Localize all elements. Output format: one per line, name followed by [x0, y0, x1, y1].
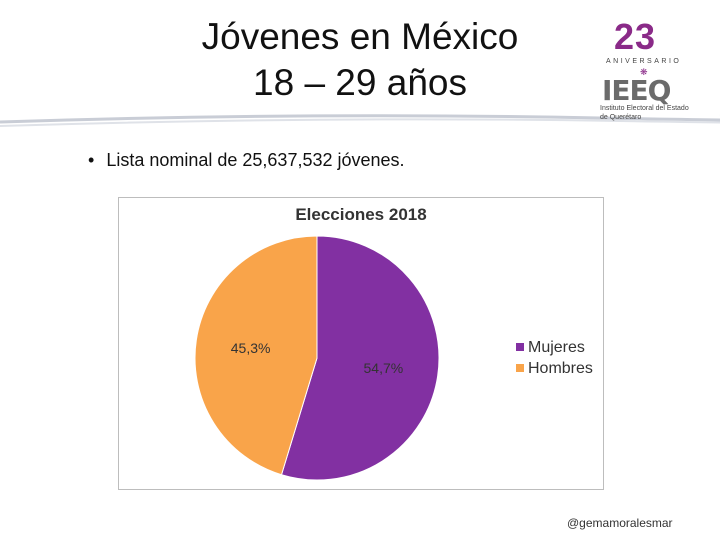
title-line-1: Jóvenes en México	[201, 16, 519, 57]
logo-anniversary-number: 23	[614, 16, 657, 57]
legend-label-mujeres: Mujeres	[528, 339, 585, 356]
logo-anniversary-text: ANIVERSARIO	[606, 58, 682, 65]
chart-title: Elecciones 2018	[295, 205, 426, 224]
title-line-2: 18 – 29 años	[253, 62, 467, 103]
bullet-text: Lista nominal de 25,637,532 jóvenes.	[106, 150, 405, 170]
footer-handle: @gemamoralesmar	[567, 516, 673, 530]
legend-swatch-hombres	[516, 364, 524, 372]
logo-mark: IEEQ	[602, 74, 671, 107]
logo-institution: Instituto Electoral del Estado de Querét…	[600, 105, 689, 121]
ieeq-logo: 23 ANIVERSARIO ❋ IEEQ Instituto Electora…	[596, 12, 696, 122]
bullet-dot-icon: •	[88, 150, 95, 170]
data-label-mujeres: 54,7%	[364, 360, 404, 376]
logo-star-icon: ❋	[640, 67, 648, 77]
slide-title: Jóvenes en México 18 – 29 años	[150, 14, 570, 106]
pie-chart: Elecciones 2018 54,7% 45,3% Mujeres Hombres	[194, 205, 593, 481]
legend-label-hombres: Hombres	[528, 360, 593, 377]
title-underline-swoosh	[0, 114, 720, 127]
pie-slice-hombres	[194, 235, 318, 476]
pie-slice-mujeres	[280, 235, 440, 481]
bullet-item: • Lista nominal de 25,637,532 jóvenes.	[88, 150, 405, 171]
data-label-hombres: 45,3%	[231, 340, 271, 356]
pie-chart-container: Elecciones 2018 54,7% 45,3% Mujeres Hombres	[118, 197, 604, 490]
legend-swatch-mujeres	[516, 343, 524, 351]
